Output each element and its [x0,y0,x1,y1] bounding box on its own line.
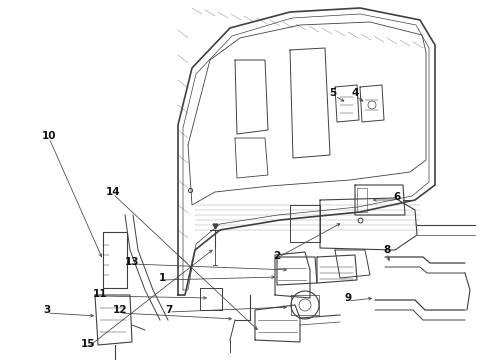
Text: 8: 8 [383,245,391,255]
Text: 11: 11 [93,289,107,299]
Text: 9: 9 [344,293,351,303]
Text: 12: 12 [113,305,127,315]
Text: 14: 14 [106,187,121,197]
Text: 4: 4 [351,88,359,98]
Text: 2: 2 [273,251,281,261]
Text: 6: 6 [393,192,401,202]
Text: 7: 7 [165,305,172,315]
Text: 13: 13 [125,257,139,267]
Text: 1: 1 [158,273,166,283]
Text: 3: 3 [44,305,50,315]
Text: 10: 10 [42,131,56,141]
Text: 15: 15 [81,339,95,349]
Text: 5: 5 [329,88,337,98]
